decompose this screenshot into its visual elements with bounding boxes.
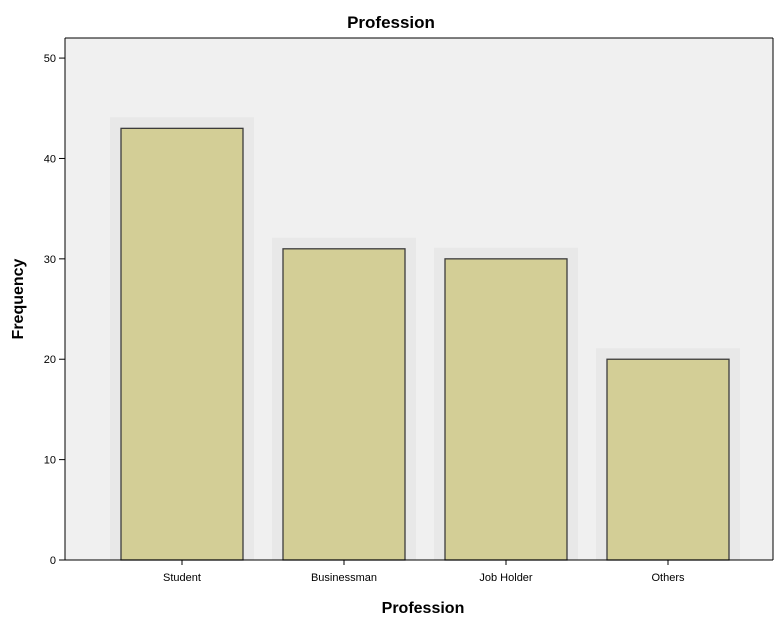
chart-title: Profession [347, 13, 435, 32]
bars-group [110, 117, 740, 561]
bar-others [606, 358, 730, 561]
bar-student [120, 127, 244, 561]
y-tick-label-20: 20 [44, 354, 56, 366]
x-axis-title: Profession [382, 600, 465, 617]
y-tick-label-0: 0 [50, 555, 56, 567]
x-tick-label-student: Student [163, 572, 201, 584]
bar-businessman [282, 248, 406, 561]
x-tick-label-job-holder: Job Holder [479, 572, 533, 584]
y-axis-title: Frequency [10, 258, 27, 339]
y-tick-label-30: 30 [44, 254, 56, 266]
y-ticks-group: 0 10 20 30 40 50 [44, 53, 65, 567]
x-tick-label-others: Others [651, 572, 685, 584]
x-ticks-group: Student Businessman Job Holder Others [163, 560, 685, 584]
y-tick-label-40: 40 [44, 153, 56, 165]
x-tick-label-businessman: Businessman [311, 572, 377, 584]
y-tick-label-50: 50 [44, 53, 56, 65]
bar-job-holder [444, 258, 568, 561]
y-tick-label-10: 10 [44, 455, 56, 467]
